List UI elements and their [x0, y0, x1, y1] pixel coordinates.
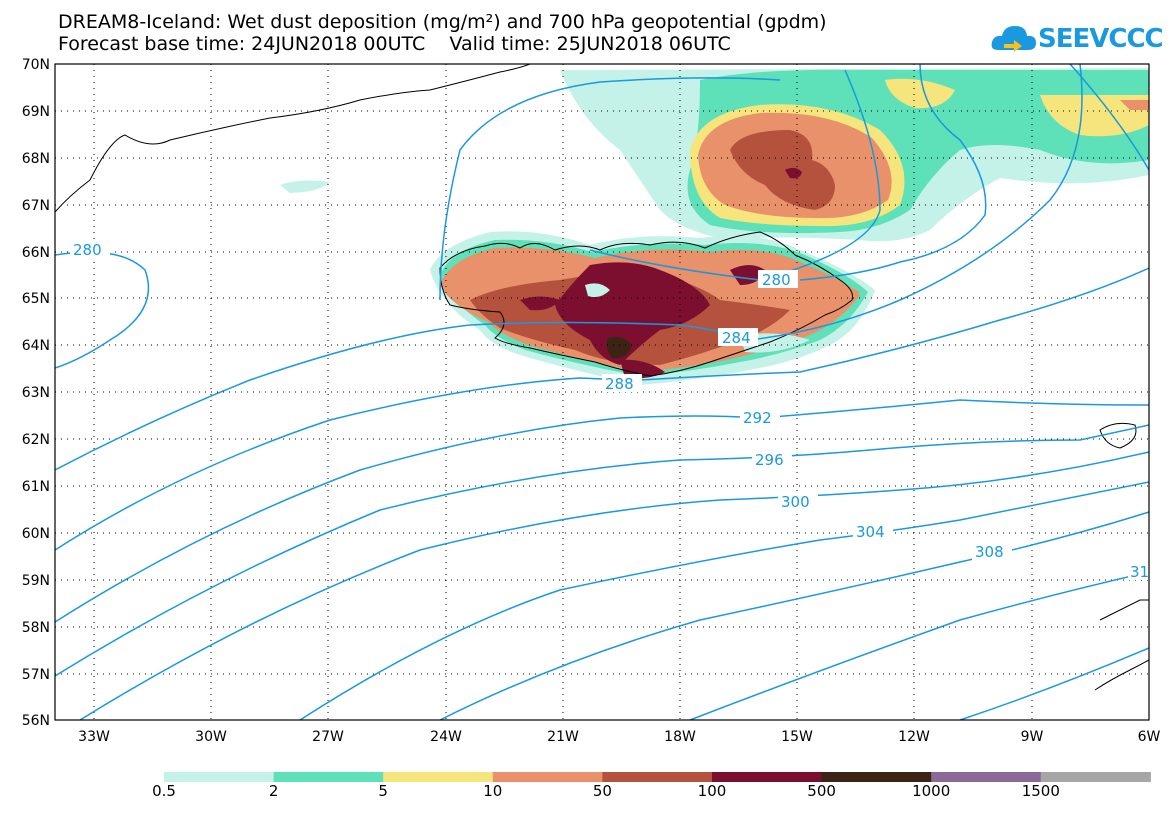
lat-label-60n: 60N: [22, 526, 50, 542]
contour-304: [299, 481, 1149, 720]
scotland-coast: [1094, 599, 1149, 691]
contour-292: [55, 399, 1149, 623]
lon-label-30w: 30W: [195, 729, 227, 745]
contour-label-284: 284: [722, 329, 751, 347]
plume-100: [785, 167, 802, 179]
lat-label-58n: 58N: [22, 620, 50, 636]
contour-label-31: 31: [1130, 563, 1149, 581]
legend-label: 1000: [912, 782, 951, 800]
legend-label: 5: [378, 782, 388, 800]
iceland-east-10: [815, 283, 860, 304]
longitude-labels: 33W 30W 27W 24W 21W 18W 15W 12W 9W 6W: [78, 729, 1160, 745]
iceland-coast: [439, 231, 853, 377]
contour-label-280-west: 280: [73, 241, 102, 259]
lon-label-27w: 27W: [312, 729, 344, 745]
lat-label-68n: 68N: [22, 151, 50, 167]
map-frame: [54, 63, 1150, 721]
chart-title-line1: DREAM8-Iceland: Wet dust deposition (mg/…: [58, 11, 827, 33]
iceland-500: [606, 336, 632, 359]
contour-label-304: 304: [856, 523, 885, 541]
cloud-icon: [991, 26, 1036, 52]
lat-label-57n: 57N: [22, 667, 50, 683]
legend-swatch: [273, 772, 384, 782]
legend-swatch: [383, 772, 494, 782]
lat-label-65n: 65N: [22, 291, 50, 307]
legend-swatch: [712, 772, 823, 782]
contour-280-west: [55, 251, 150, 369]
latitude-labels: 70N 69N 68N 67N 66N 65N 64N 63N 62N 61N …: [22, 57, 50, 729]
lat-label-64n: 64N: [22, 338, 50, 354]
legend-label: 1500: [1021, 782, 1060, 800]
lat-label-66n: 66N: [22, 245, 50, 261]
contour-284: [55, 64, 1149, 471]
lon-label-24w: 24W: [430, 729, 462, 745]
contour-316: [959, 647, 1149, 720]
small-patch: [280, 180, 330, 193]
legend-swatch: [492, 772, 603, 782]
legend-label: 50: [592, 782, 612, 800]
lat-label-70n: 70N: [22, 57, 50, 73]
lon-label-15w: 15W: [781, 729, 813, 745]
plume-ne-10: [1120, 100, 1149, 110]
lat-label-56n: 56N: [22, 713, 50, 729]
greenland-coast: [55, 64, 531, 213]
lat-label-59n: 59N: [22, 573, 50, 589]
contour-label-292: 292: [743, 409, 772, 427]
plume-50: [730, 130, 835, 210]
legend-swatch: [821, 772, 932, 782]
legend-label: 0.5: [152, 782, 176, 800]
plume-nw-patch: [885, 78, 955, 109]
contour-labels: 280 280 284 288 292 296 300 304 308 31: [70, 240, 1149, 581]
contour-label-300: 300: [781, 493, 810, 511]
lat-label-69n: 69N: [22, 104, 50, 120]
lon-label-9w: 9W: [1021, 729, 1044, 745]
legend-swatch: [164, 772, 275, 782]
legend-swatch: [602, 772, 713, 782]
seevccc-logo: SEEVCCC: [990, 20, 1164, 56]
logo-text: SEEVCCC: [1038, 24, 1164, 54]
lat-label-61n: 61N: [22, 479, 50, 495]
legend-label: 100: [697, 782, 727, 800]
gridlines: [55, 64, 1149, 720]
lon-label-12w: 12W: [898, 729, 930, 745]
lat-label-67n: 67N: [22, 198, 50, 214]
lon-label-21w: 21W: [547, 729, 579, 745]
legend-label: 10: [483, 782, 503, 800]
legend-swatch: [1040, 772, 1151, 782]
iceland-100b: [520, 296, 560, 311]
contour-308: [439, 511, 1149, 720]
lon-label-33w: 33W: [78, 729, 110, 745]
contour-label-296: 296: [755, 451, 784, 469]
contour-296: [55, 424, 1149, 677]
coastlines: [55, 64, 1149, 691]
legend-colorbar: [164, 772, 1151, 782]
contour-label-280-east: 280: [762, 271, 791, 289]
contour-312: [689, 571, 1149, 720]
iceland-100c: [620, 359, 665, 379]
faroe-islands: [1099, 422, 1137, 449]
plume-ne-yellow: [1040, 95, 1149, 137]
legend-swatch: [931, 772, 1042, 782]
lon-label-6w: 6W: [1138, 729, 1161, 745]
contour-280-east: [439, 64, 987, 301]
geopotential-contours: [55, 64, 1149, 720]
iceland-gap-light: [585, 283, 610, 298]
contour-label-288: 288: [605, 375, 634, 393]
contour-300: [79, 451, 1149, 720]
map-area: 280 280 284 288 292 296 300 304 308 31: [55, 64, 1149, 720]
lon-label-18w: 18W: [664, 729, 696, 745]
legend-label: 2: [268, 782, 279, 800]
legend-label: 500: [807, 782, 836, 800]
lat-label-63n: 63N: [22, 385, 50, 401]
dust-deposition-field: [280, 68, 1149, 385]
chart-title-line2: Forecast base time: 24JUN2018 00UTC Vali…: [58, 33, 731, 55]
contour-label-308: 308: [975, 543, 1004, 561]
lat-label-62n: 62N: [22, 432, 50, 448]
